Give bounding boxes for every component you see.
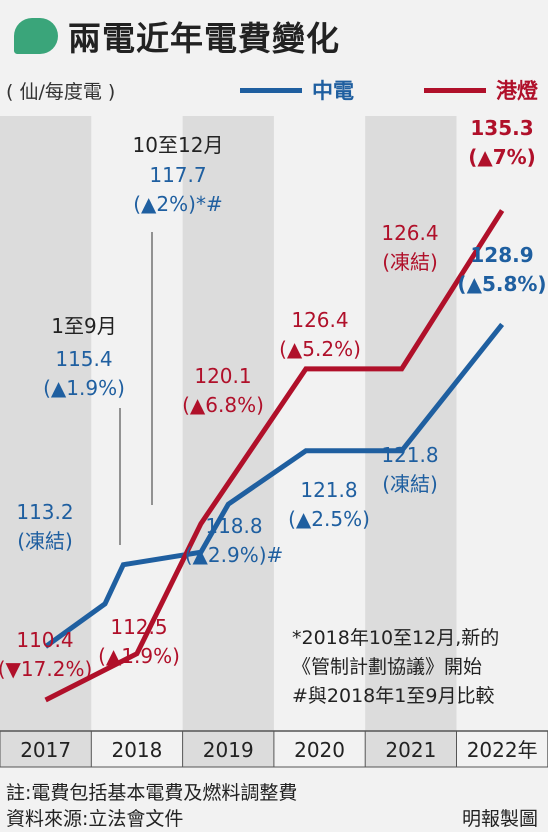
data-label-line: (▲5.2%) bbox=[279, 337, 361, 361]
data-label: 118.8 (▲2.9%)# bbox=[185, 514, 284, 567]
x-tick-label: 2019 bbox=[203, 738, 254, 762]
data-label-line: 126.4 bbox=[381, 221, 438, 245]
data-label: 120.1 (▲6.8%) bbox=[182, 364, 264, 417]
legend-label-clp: 中電 bbox=[312, 79, 354, 103]
legend-item-hke: 港燈 bbox=[424, 75, 538, 105]
series-line-clp bbox=[44, 322, 505, 649]
legend-item-clp: 中電 bbox=[240, 75, 354, 105]
chart-title-block: 兩電近年電費變化 bbox=[14, 12, 340, 60]
data-label: 135.3 (▲7%) bbox=[468, 116, 536, 169]
footnotes: *2018年10至12月,新的 《管制計劃協議》開始 #與2018年1至9月比較 bbox=[292, 624, 499, 711]
data-label: 10至12月 bbox=[133, 133, 224, 157]
data-label-line: (▲5.8%) bbox=[457, 272, 546, 296]
data-label-line: 128.9 bbox=[470, 243, 533, 267]
data-label: 110.4 (▼17.2%) bbox=[0, 628, 92, 681]
data-label-line: 135.3 bbox=[470, 116, 533, 140]
data-label-line: (▲1.9%) bbox=[43, 376, 125, 400]
legend-swatch-hke bbox=[424, 87, 486, 93]
data-label-line: 10至12月 bbox=[133, 133, 224, 157]
data-label-line: 118.8 bbox=[205, 514, 262, 538]
speech-bubble-icon bbox=[14, 18, 58, 54]
data-label: 121.8 (▲2.5%) bbox=[288, 478, 370, 531]
legend-swatch-clp bbox=[240, 87, 302, 93]
data-label-line: (凍結) bbox=[382, 250, 438, 274]
x-tick-label: 2018 bbox=[111, 738, 162, 762]
unit-label: ( 仙/每度電 ) bbox=[6, 81, 116, 103]
data-label-line: 110.4 bbox=[16, 628, 73, 652]
chart-title: 兩電近年電費變化 bbox=[68, 19, 340, 58]
source-note: 資料來源:立法會文件 bbox=[6, 808, 184, 830]
data-label-line: 126.4 bbox=[291, 308, 348, 332]
data-label-line: 112.5 bbox=[110, 615, 167, 639]
data-label: 128.9 (▲5.8%) bbox=[457, 243, 546, 296]
credit: 明報製圖 bbox=[461, 808, 538, 830]
data-label-line: (▲7%) bbox=[468, 145, 536, 169]
data-label-line: (▲2%)*# bbox=[133, 192, 222, 216]
data-label-line: 121.8 bbox=[381, 443, 438, 467]
footnote-3: #與2018年1至9月比較 bbox=[292, 685, 495, 707]
data-label-line: (▲1.9%) bbox=[98, 644, 180, 668]
data-label-line: 1至9月 bbox=[51, 314, 116, 338]
x-tick-label: 2017 bbox=[20, 738, 71, 762]
data-label: 1至9月 bbox=[51, 314, 116, 338]
footer-note: 註:電費包括基本電費及燃料調整費 bbox=[6, 782, 298, 804]
year-band bbox=[0, 116, 92, 767]
x-tick-label: 2022年 bbox=[467, 738, 538, 762]
data-label: 113.2 (凍結) bbox=[16, 500, 73, 553]
data-label-line: 121.8 bbox=[300, 478, 357, 502]
data-label-line: 117.7 bbox=[149, 163, 206, 187]
footnote-1: *2018年10至12月,新的 bbox=[292, 627, 500, 649]
data-label: 112.5 (▲1.9%) bbox=[98, 615, 180, 668]
data-label-line: 115.4 bbox=[55, 347, 112, 371]
data-label: 117.7 (▲2%)*# bbox=[133, 163, 222, 216]
data-label-line: (凍結) bbox=[17, 529, 73, 553]
data-label: 126.4 (▲5.2%) bbox=[279, 308, 361, 361]
data-label-line: (▲2.5%) bbox=[288, 507, 370, 531]
x-tick-label: 2021 bbox=[385, 738, 436, 762]
data-label: 126.4 (凍結) bbox=[381, 221, 438, 274]
footnote-2: 《管制計劃協議》開始 bbox=[292, 656, 483, 678]
series-line-hke bbox=[44, 209, 505, 703]
data-label: 115.4 (▲1.9%) bbox=[43, 347, 125, 400]
data-label-line: 113.2 bbox=[16, 500, 73, 524]
data-label-line: (▲6.8%) bbox=[182, 393, 264, 417]
data-label-line: 120.1 bbox=[194, 364, 251, 388]
data-label-line: (▼17.2%) bbox=[0, 657, 92, 681]
data-label-line: (▲2.9%)# bbox=[185, 543, 284, 567]
data-label: 121.8 (凍結) bbox=[381, 443, 438, 496]
legend-label-hke: 港燈 bbox=[496, 79, 538, 103]
x-tick-label: 2020 bbox=[294, 738, 345, 762]
data-label-line: (凍結) bbox=[382, 472, 438, 496]
